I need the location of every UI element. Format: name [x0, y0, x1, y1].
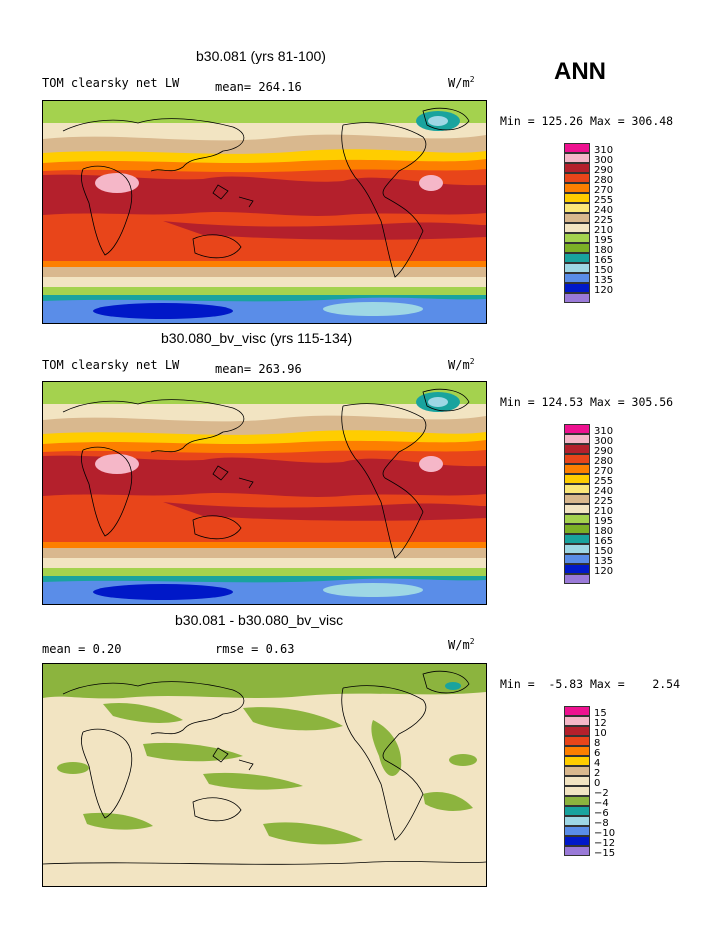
panel2-minmax: Min = 124.53 Max = 305.56: [500, 395, 674, 409]
panel2-title: b30.080_bv_visc (yrs 115-134): [161, 330, 353, 346]
panel1-units: W/m2: [448, 75, 475, 90]
panel2-field-label: TOM clearsky net LW: [42, 358, 180, 372]
panel1-field-label: TOM clearsky net LW: [42, 76, 180, 90]
panel1-mean: mean= 264.16: [215, 80, 302, 94]
panel1-minmax: Min = 125.26 Max = 306.48: [500, 114, 674, 128]
panel1-map: [42, 100, 487, 324]
panel1-title: b30.081 (yrs 81-100): [196, 48, 326, 64]
panel1-contour-field: [43, 101, 486, 323]
panel3-rmse: rmse = 0.63: [215, 642, 295, 656]
panel3-mean: mean = 0.20: [42, 642, 122, 656]
panel3-title: b30.081 - b30.080_bv_visc: [175, 612, 344, 628]
panel2-map: [42, 381, 487, 605]
panel2-units: W/m2: [448, 357, 475, 372]
panel3-map: [42, 663, 487, 887]
panel3-units: W/m2: [448, 637, 475, 652]
panel3-contour-field: [43, 664, 486, 886]
panel2-contour-field: [43, 382, 486, 604]
season-label: ANN: [554, 58, 606, 85]
panel3-minmax: Min = -5.83 Max = 2.54: [500, 677, 681, 691]
panel2-mean: mean= 263.96: [215, 362, 302, 376]
